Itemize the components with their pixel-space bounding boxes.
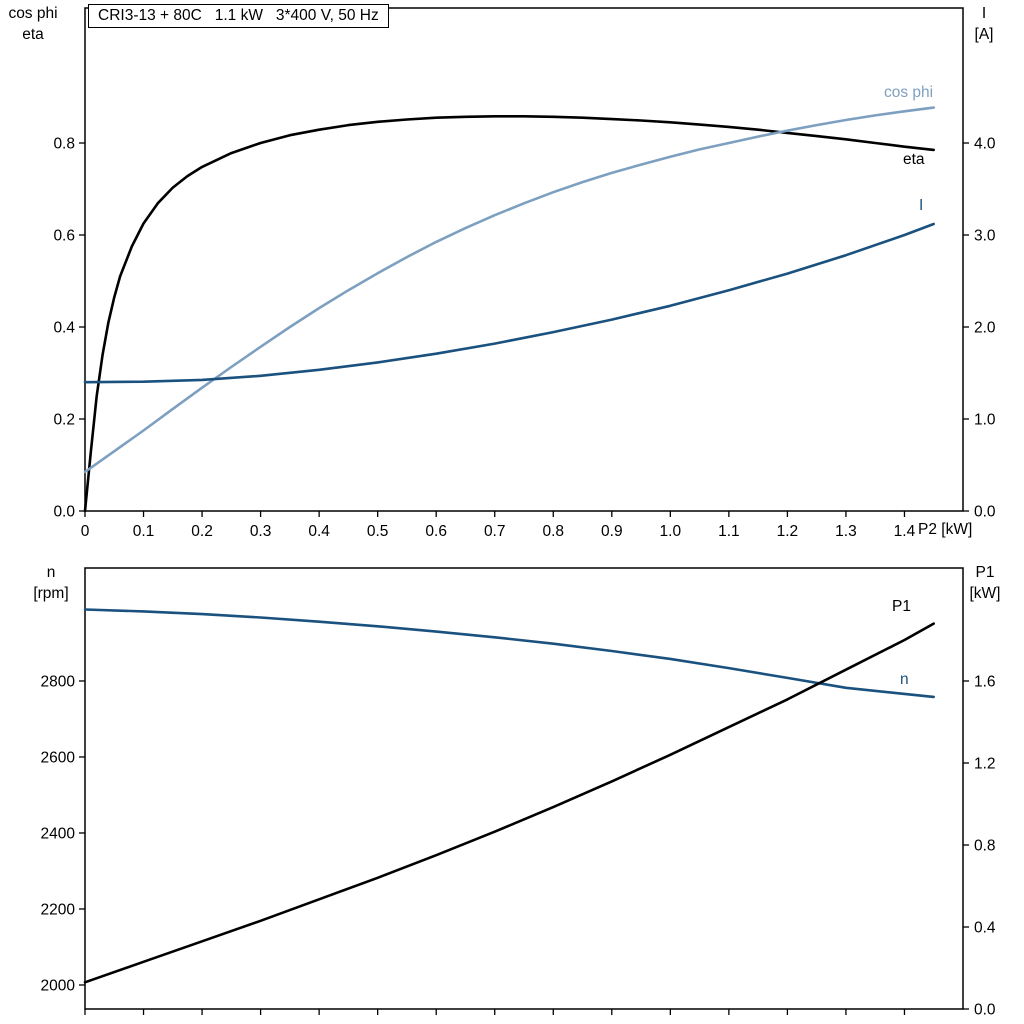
y-right-tick-label: 1.2 — [974, 755, 996, 772]
curve-label-cos-phi: cos phi — [884, 84, 934, 101]
curve-p1 — [83, 622, 935, 984]
y-left-tick-label: 2000 — [41, 977, 76, 994]
y-left-tick-label: 0.2 — [53, 412, 75, 429]
y-right-tick-label: 4.0 — [974, 136, 996, 153]
top-left-axis-label: cos phi eta — [0, 3, 66, 45]
x-tick-label: 0 — [81, 523, 90, 540]
bottom-left-axis-label: n [rpm] — [22, 562, 80, 604]
chart-title-box: CRI3-13 + 80C 1.1 kW 3*400 V, 50 Hz — [88, 4, 389, 28]
x-tick-label: 1.0 — [660, 523, 682, 540]
axis-label-speed: n — [46, 564, 56, 581]
x-tick-label: 0.6 — [425, 523, 447, 540]
y-left-tick-label: 2400 — [41, 825, 76, 842]
x-tick-label: 0.3 — [250, 523, 272, 540]
axis-label-p1-unit: [kW] — [969, 585, 1001, 602]
x-tick-label: 0.2 — [191, 523, 213, 540]
curve-label-p1: P1 — [892, 598, 911, 615]
y-left-tick-label: 0.6 — [53, 228, 75, 245]
plot-frame-0 — [84, 7, 964, 512]
axis-label-current: I — [981, 5, 987, 22]
y-right-tick-label: 1.6 — [974, 673, 996, 690]
x-tick-label: 1.1 — [718, 523, 740, 540]
x-tick-label: 0.9 — [601, 523, 623, 540]
y-left-tick-label: 2600 — [41, 749, 76, 766]
curve-cos-phi — [83, 106, 935, 474]
x-axis-unit-label: P2 [kW] — [918, 521, 973, 538]
curve-label-speed: n — [900, 671, 909, 688]
plot-frame-1 — [84, 567, 964, 1010]
x-tick-label: 0.7 — [484, 523, 506, 540]
y-right-tick-label: 0.8 — [974, 837, 996, 854]
curve-label-current: I — [919, 197, 924, 214]
axis-label-speed-unit: [rpm] — [33, 585, 69, 602]
curve-label-eta: eta — [903, 151, 925, 168]
x-tick-label: 1.4 — [894, 523, 916, 540]
axis-label-current-unit: [A] — [974, 26, 994, 43]
x-tick-label: 0.8 — [542, 523, 564, 540]
x-tick-label: 0.5 — [367, 523, 389, 540]
curve-current — [83, 222, 935, 384]
y-right-tick-label: 2.0 — [974, 320, 996, 337]
y-left-tick-label: 0.0 — [53, 504, 75, 521]
x-tick-label: 0.4 — [308, 523, 330, 540]
x-tick-label: 1.3 — [835, 523, 857, 540]
y-left-tick-label: 0.4 — [53, 320, 75, 337]
axis-label-p1: P1 — [975, 564, 995, 581]
x-tick-label: 0.1 — [133, 523, 155, 540]
y-right-tick-label: 3.0 — [974, 228, 996, 245]
axis-label-eta: eta — [22, 26, 44, 43]
axis-label-cos-phi: cos phi — [8, 5, 58, 22]
y-right-tick-label: 0.0 — [974, 504, 996, 521]
y-left-tick-label: 2200 — [41, 901, 76, 918]
y-right-tick-label: 0.4 — [974, 919, 996, 936]
y-left-tick-label: 2800 — [41, 673, 76, 690]
curve-speed — [83, 608, 935, 699]
y-right-tick-label: 1.0 — [974, 412, 996, 429]
curve-eta — [83, 115, 935, 513]
y-right-tick-label: 0.0 — [974, 1002, 996, 1019]
top-right-axis-label: I [A] — [954, 3, 1014, 45]
x-tick-label: 1.2 — [777, 523, 799, 540]
y-left-tick-label: 0.8 — [53, 136, 75, 153]
bottom-right-axis-label: P1 [kW] — [955, 562, 1015, 604]
